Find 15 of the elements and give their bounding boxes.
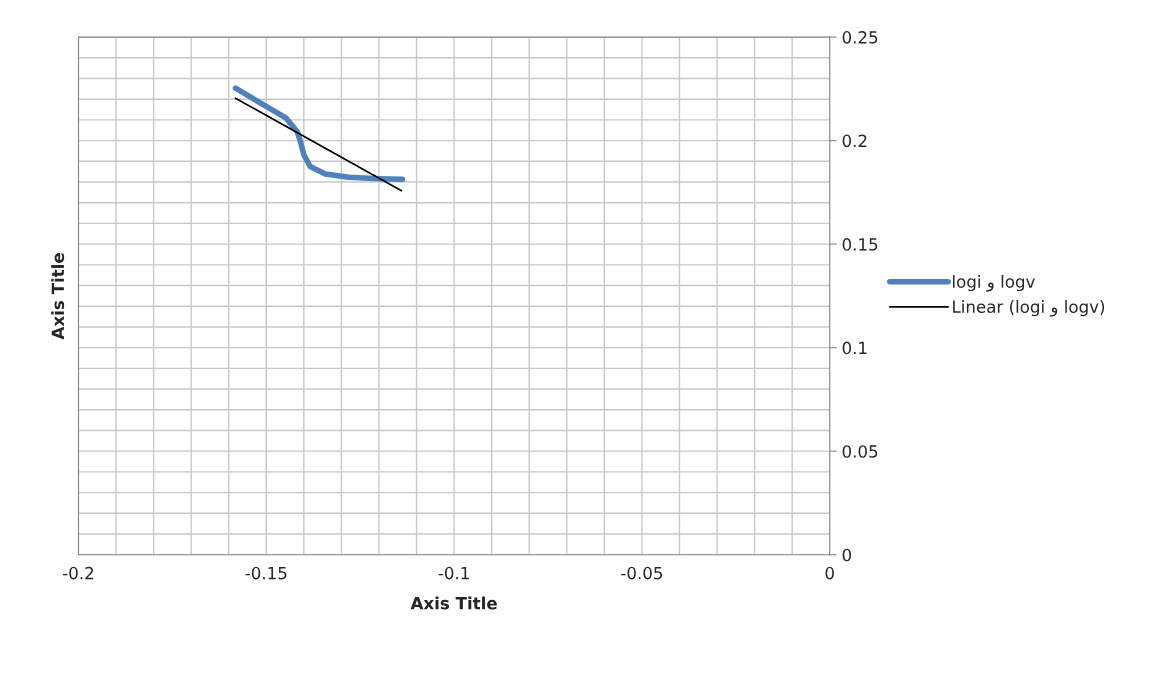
x-tick-label: -0.2 (63, 566, 94, 580)
y-tick-label: 0.05 (842, 445, 878, 458)
y-tick-label: 0.15 (842, 238, 878, 251)
x-tick-label: -0.1 (438, 566, 469, 580)
x-tick-label: -0.05 (621, 566, 663, 580)
legend-label: Linear (logi و logv) (953, 300, 1105, 317)
legend-label: logi و logv (953, 274, 1035, 292)
y-tick-label: 0 (842, 548, 852, 562)
y-tick-label: 0.25 (842, 31, 878, 44)
y-axis-title: Axis Title (51, 253, 65, 340)
x-axis-title: Axis Title (410, 596, 497, 610)
x-tick-label: 0 (825, 566, 834, 580)
y-tick-label: 0.2 (842, 134, 867, 148)
y-tick-label: 0.1 (842, 341, 867, 355)
x-tick-label: -0.15 (245, 566, 287, 580)
